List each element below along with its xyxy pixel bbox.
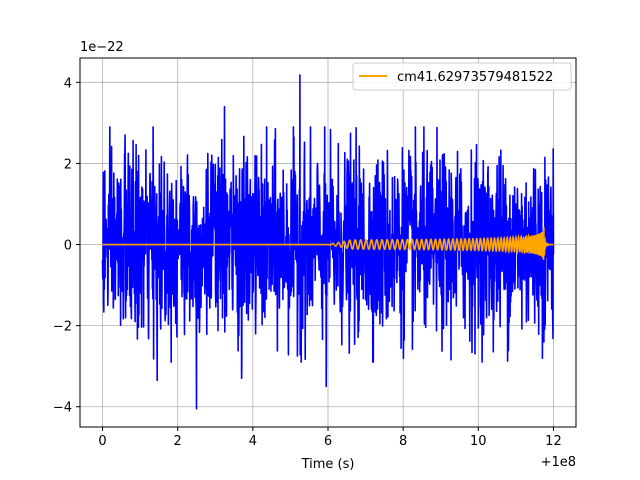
y-tick-label: 0 — [64, 239, 72, 254]
x-axis-ticks: 0 2 4 6 8 10 12 — [98, 427, 562, 449]
y-axis-ticks: −4 −2 0 2 4 — [53, 76, 80, 416]
x-tick-label: 0 — [98, 434, 106, 449]
signal-series — [102, 227, 554, 260]
x-tick-label: 12 — [545, 434, 562, 449]
y-tick-label: 2 — [64, 157, 72, 172]
legend-box — [352, 62, 572, 91]
x-tick-label: 8 — [399, 434, 407, 449]
y-tick-label: 4 — [64, 76, 72, 91]
y-tick-label: −2 — [53, 320, 72, 335]
x-tick-label: 4 — [249, 434, 257, 449]
x-tick-label: 6 — [324, 434, 332, 449]
noise-line — [101, 74, 555, 410]
x-tick-label: 2 — [174, 434, 182, 449]
x-tick-label: 10 — [470, 434, 487, 449]
signal-line — [102, 227, 554, 260]
y-tick-label: −4 — [53, 401, 72, 416]
x-axis-label: Time (s) — [301, 457, 355, 472]
legend: cm41.62973579481522 — [352, 62, 572, 91]
y-scale-label: 1e−22 — [80, 40, 124, 55]
x-offset-label: +1e8 — [541, 455, 576, 470]
noise-series — [101, 74, 555, 410]
legend-label: cm41.62973579481522 — [397, 70, 553, 85]
